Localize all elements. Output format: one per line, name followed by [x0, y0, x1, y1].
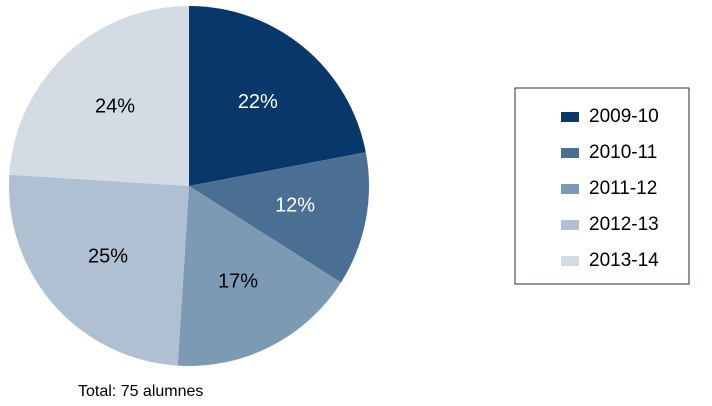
pie-slice-2012-13 [9, 174, 190, 366]
total-caption: Total: 75 alumnes [78, 383, 204, 400]
legend-box [514, 87, 690, 285]
legend-label-2010-11: 2010-11 [589, 142, 657, 163]
slice-label-2012-13: 25% [88, 246, 128, 268]
pie-slice-2011-12 [177, 186, 341, 366]
legend-label-2013-14: 2013-14 [589, 250, 659, 271]
legend-swatch-2012-13 [561, 220, 579, 230]
slice-label-2010-11: 12% [275, 195, 315, 217]
pie-slice-2013-14 [9, 6, 189, 186]
slice-label-2011-12: 17% [218, 271, 258, 293]
legend-label-2012-13: 2012-13 [589, 214, 659, 235]
legend-swatch-2010-11 [561, 148, 579, 158]
pie-slice-labels: 22% 12% 17% 25% 24% [88, 91, 315, 292]
slice-label-2013-14: 24% [95, 96, 135, 118]
chart-legend: 2009-10 2010-11 2011-12 2012-13 2013-14 [514, 87, 690, 285]
pie-slice-2009-10 [189, 6, 366, 186]
pie-slice-2010-11 [189, 152, 369, 283]
slice-label-2009-10: 22% [238, 91, 278, 113]
pie-slices [9, 6, 369, 366]
legend-swatch-2013-14 [561, 256, 579, 266]
legend-swatch-2011-12 [561, 184, 579, 194]
legend-label-2011-12: 2011-12 [589, 178, 657, 199]
legend-label-2009-10: 2009-10 [589, 106, 659, 127]
legend-swatch-2009-10 [561, 112, 579, 122]
